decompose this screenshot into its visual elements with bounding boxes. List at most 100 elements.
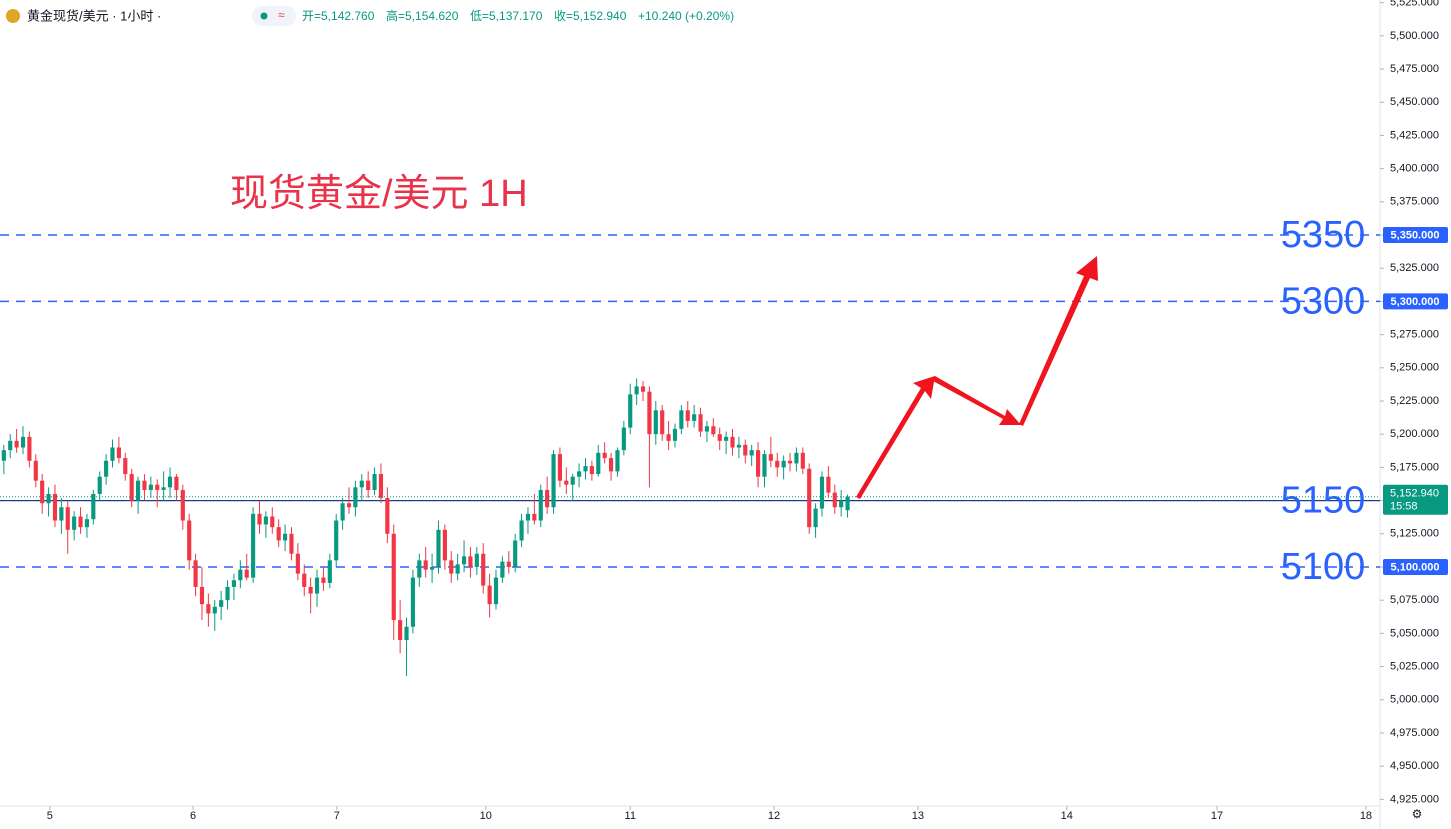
candle-body	[27, 436, 32, 461]
candle-body	[787, 460, 793, 464]
candle-body	[270, 516, 275, 528]
settings-icon[interactable]: ⚙	[1412, 807, 1423, 821]
x-tick-label: 7	[334, 810, 340, 822]
candle-body	[257, 513, 262, 525]
candle-body	[621, 427, 626, 451]
candle-body	[340, 503, 345, 521]
candle-body	[698, 414, 703, 432]
candle-body	[436, 529, 441, 567]
y-tick-label: 5,400.000	[1390, 163, 1439, 175]
candle-body	[500, 561, 505, 578]
level-label: 5350	[1281, 214, 1366, 256]
candle-body	[334, 520, 339, 561]
candle-body	[583, 466, 588, 472]
candle-body	[794, 452, 799, 464]
status-icon: ≈	[278, 8, 285, 22]
candle-body	[461, 556, 467, 565]
candle-body	[755, 450, 761, 477]
candle-body	[78, 516, 83, 528]
y-tick-label: 5,200.000	[1390, 428, 1439, 440]
countdown-label: 15:58	[1390, 501, 1418, 513]
y-tick-label: 5,000.000	[1390, 694, 1439, 706]
x-tick-label: 18	[1360, 810, 1372, 822]
candle-body	[551, 454, 556, 508]
candle-body	[295, 553, 300, 574]
candle-body	[91, 493, 96, 520]
candle-body	[704, 426, 710, 432]
candle-body	[167, 476, 173, 488]
candle-body	[110, 447, 115, 461]
level-badge	[1383, 227, 1448, 244]
candle-body	[685, 410, 690, 421]
candle-body	[14, 440, 19, 448]
candle-body	[819, 476, 825, 509]
candle-body	[327, 560, 332, 583]
candle-body	[800, 452, 805, 469]
x-tick-label: 10	[480, 810, 492, 822]
candle-body	[775, 460, 780, 468]
x-tick-label: 14	[1061, 810, 1073, 822]
candle-body	[666, 434, 671, 441]
candle-body	[832, 492, 837, 508]
candle-body	[423, 560, 428, 570]
candle-body	[314, 577, 320, 594]
candle-body	[845, 496, 850, 511]
candle-body	[52, 493, 58, 521]
candle-body	[276, 527, 281, 541]
candle-body	[538, 489, 543, 521]
candle-body	[615, 450, 620, 472]
candle-body	[116, 447, 121, 459]
candle-body	[193, 560, 198, 587]
visibility-toggle[interactable]	[252, 6, 296, 26]
candle-body	[660, 410, 665, 435]
candle-body	[8, 440, 13, 451]
candle-body	[430, 566, 435, 570]
candle-body	[481, 553, 486, 586]
y-tick-label: 4,925.000	[1390, 793, 1439, 805]
candle-body	[525, 513, 531, 521]
candle-body	[391, 533, 396, 621]
y-tick-label: 5,225.000	[1390, 395, 1439, 407]
candle-body	[717, 434, 722, 441]
candle-body	[180, 489, 185, 521]
candle-body	[161, 487, 166, 490]
candle-body	[385, 497, 390, 534]
candle-body	[672, 428, 678, 441]
candle-body	[506, 561, 511, 567]
candle-body	[410, 577, 415, 627]
level-badge-label: 5,350.000	[1391, 229, 1440, 241]
candle-body	[372, 474, 377, 490]
candle-body	[33, 460, 38, 481]
candle-body	[730, 436, 735, 448]
y-tick-label: 5,125.000	[1390, 528, 1439, 540]
candle-body	[743, 444, 748, 456]
candle-body	[104, 460, 109, 477]
header-change: +10.240 (+0.20%)	[638, 9, 734, 23]
candle-body	[474, 553, 479, 567]
x-tick-label: 13	[912, 810, 924, 822]
level-badge-label: 5,100.000	[1391, 561, 1440, 573]
candle-body	[813, 508, 818, 528]
header-open: 开=5,142.760	[302, 9, 375, 23]
candle-body	[570, 476, 575, 485]
candle-body	[135, 480, 141, 501]
candle-body	[493, 577, 499, 605]
candle-body	[468, 556, 473, 567]
y-tick-label: 5,500.000	[1390, 30, 1439, 42]
candle-body	[65, 507, 70, 530]
candle-body	[596, 452, 601, 475]
symbol-logo	[6, 9, 20, 23]
candle-body	[321, 577, 326, 583]
candle-body	[839, 500, 844, 508]
candle-body	[359, 480, 364, 488]
candle-body	[378, 474, 384, 498]
level-badge-label: 5,300.000	[1391, 296, 1440, 308]
candle-body	[647, 391, 652, 435]
y-tick-label: 4,950.000	[1390, 760, 1439, 772]
candle-body	[711, 426, 716, 435]
candle-body	[97, 476, 102, 494]
header-close: 收=5,152.940	[554, 9, 627, 23]
candle-body	[366, 480, 371, 490]
y-tick-label: 5,075.000	[1390, 594, 1439, 606]
